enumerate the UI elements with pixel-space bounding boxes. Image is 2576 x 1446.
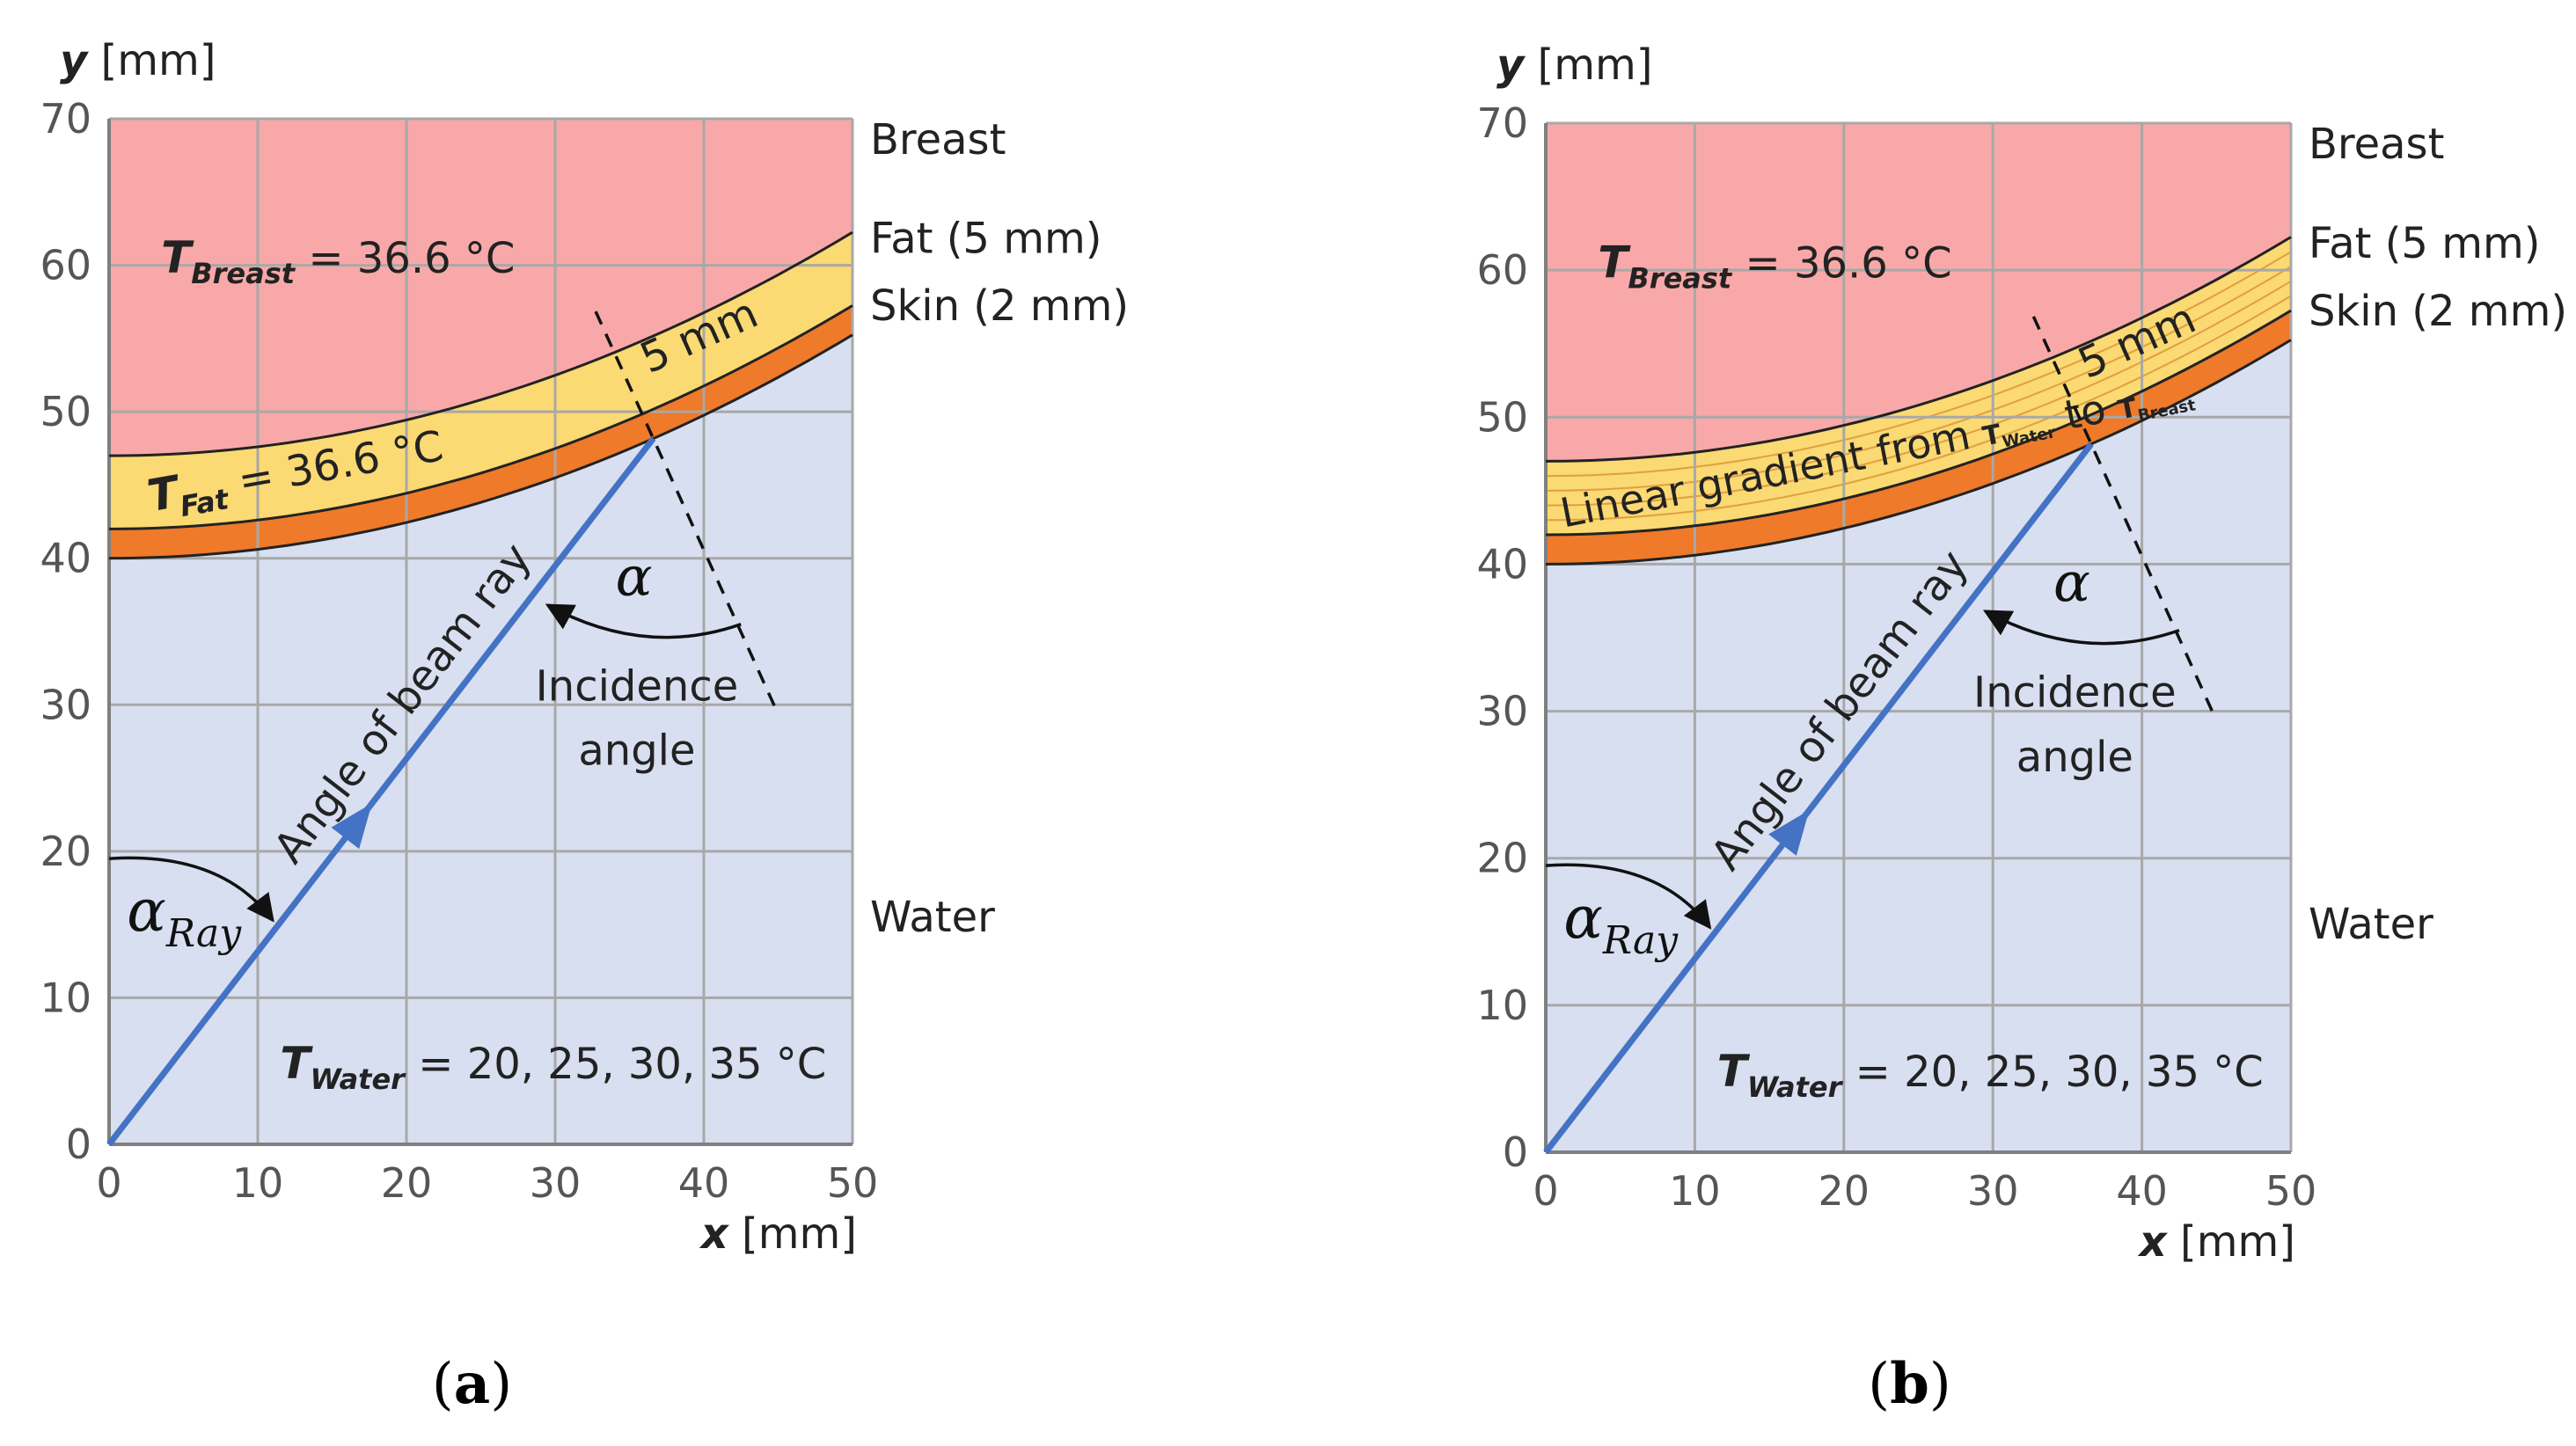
x-tick-label: 40 bbox=[678, 1159, 730, 1207]
tissue-boundary bbox=[1545, 236, 2292, 463]
skin-layer bbox=[109, 305, 853, 559]
x-axis-label: x [mm] bbox=[699, 1209, 857, 1259]
incidence-label-2: angle bbox=[578, 727, 695, 776]
alpha-ray-symbol: αRay bbox=[1563, 884, 1679, 963]
skin-label: Skin (2 mm) bbox=[2309, 287, 2567, 336]
fat-layer bbox=[1546, 237, 2291, 535]
panel-b: 0 10 20 30 40 50 0 10 20 30 40 50 60 70 y [mm] x [mm] Br… bbox=[1476, 40, 2567, 1417]
fat-layer bbox=[109, 232, 853, 529]
ray-angle-arc bbox=[108, 856, 274, 923]
y-tick-label: 50 bbox=[1476, 393, 1528, 441]
x-tick-label: 30 bbox=[1967, 1167, 2019, 1215]
water-label: Water bbox=[2309, 900, 2433, 949]
breast-temperature: TBreast = 36.6 °C bbox=[161, 232, 515, 290]
fat-label: Fat (5 mm) bbox=[2309, 219, 2540, 268]
y-tick-label: 20 bbox=[1476, 835, 1528, 882]
tissue-boundary bbox=[108, 230, 853, 457]
x-axis-label: x [mm] bbox=[2138, 1217, 2295, 1267]
y-tick-label: 10 bbox=[40, 974, 91, 1021]
y-tick-label: 0 bbox=[1503, 1128, 1528, 1176]
y-tick-label: 10 bbox=[1476, 982, 1528, 1029]
gradient-line bbox=[1545, 280, 2292, 507]
incidence-label-1: Incidence bbox=[1973, 668, 2177, 718]
beam-arrowhead bbox=[331, 803, 372, 850]
y-tick-label: 40 bbox=[40, 535, 91, 582]
tissue-boundary bbox=[1545, 339, 2292, 566]
incidence-arc bbox=[1982, 610, 2180, 646]
x-tick-label: 10 bbox=[1669, 1167, 1721, 1215]
x-tick-label: 10 bbox=[232, 1159, 284, 1207]
y-axis-label: y [mm] bbox=[1497, 40, 1653, 90]
water-temperature: TWater = 20, 25, 30, 35 °C bbox=[1717, 1046, 2264, 1104]
y-tick-label: 0 bbox=[66, 1121, 91, 1168]
x-tick-label: 0 bbox=[96, 1159, 121, 1207]
x-tick-label: 20 bbox=[381, 1159, 433, 1207]
water-temperature: TWater = 20, 25, 30, 35 °C bbox=[280, 1038, 826, 1096]
beam-ray bbox=[106, 436, 656, 1147]
alpha-symbol: α bbox=[2053, 550, 2090, 614]
gradient-line bbox=[1545, 295, 2292, 522]
panel-caption: (b) bbox=[1868, 1351, 1951, 1417]
x-tick-label: 50 bbox=[827, 1159, 879, 1207]
gradient-line bbox=[1545, 251, 2292, 478]
x-tick-label: 0 bbox=[1533, 1167, 1558, 1215]
y-tick-label: 70 bbox=[40, 95, 91, 142]
skin-label: Skin (2 mm) bbox=[870, 281, 1129, 331]
y-tick-label: 70 bbox=[1476, 99, 1528, 147]
panel-a: 0 10 20 30 40 50 0 10 20 30 40 50 60 70 y [mm] x [mm] Br… bbox=[40, 36, 1129, 1417]
tissue-boundary bbox=[1545, 309, 2292, 537]
breast-temperature: TBreast = 36.6 °C bbox=[1598, 237, 1951, 296]
panel-caption: (a) bbox=[432, 1351, 512, 1417]
y-tick-label: 20 bbox=[40, 828, 91, 875]
gradient-line bbox=[1545, 266, 2292, 492]
beam-ray bbox=[1543, 442, 2094, 1155]
y-tick-label: 30 bbox=[1476, 688, 1528, 735]
tissue-boundary bbox=[108, 333, 853, 560]
y-tick-label: 30 bbox=[40, 681, 91, 728]
breast-region bbox=[109, 119, 853, 456]
y-tick-label: 60 bbox=[40, 242, 91, 289]
breast-region bbox=[1546, 123, 2291, 462]
y-axis-label: y [mm] bbox=[60, 36, 216, 85]
breast-label: Breast bbox=[870, 115, 1006, 164]
water-label: Water bbox=[870, 893, 995, 942]
incidence-label-2: angle bbox=[2016, 733, 2133, 782]
y-tick-label: 40 bbox=[1476, 540, 1528, 588]
incidence-label-1: Incidence bbox=[536, 661, 739, 711]
x-tick-label: 50 bbox=[2265, 1167, 2317, 1215]
skin-layer bbox=[1546, 310, 2291, 565]
incidence-arc bbox=[545, 603, 742, 639]
beam-arrowhead bbox=[1768, 810, 1810, 856]
y-tick-label: 50 bbox=[40, 388, 91, 435]
x-tick-label: 30 bbox=[530, 1159, 582, 1207]
alpha-symbol: α bbox=[616, 544, 653, 608]
fat-label: Fat (5 mm) bbox=[870, 215, 1101, 264]
breast-label: Breast bbox=[2309, 120, 2444, 169]
x-tick-label: 40 bbox=[2116, 1167, 2168, 1215]
y-tick-label: 60 bbox=[1476, 246, 1528, 294]
ray-angle-arc bbox=[1545, 863, 1712, 930]
alpha-ray-symbol: αRay bbox=[127, 877, 242, 956]
x-tick-label: 20 bbox=[1819, 1167, 1870, 1215]
tissue-boundary bbox=[108, 304, 853, 530]
